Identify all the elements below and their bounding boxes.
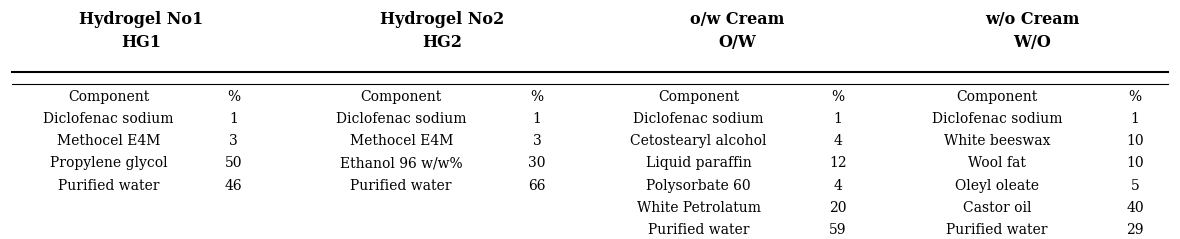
Text: Propylene glycol: Propylene glycol xyxy=(50,157,168,170)
Text: %: % xyxy=(831,90,845,104)
Text: 3: 3 xyxy=(532,134,542,148)
Text: 1: 1 xyxy=(229,112,238,126)
Text: 10: 10 xyxy=(1127,134,1143,148)
Text: Oleyl oleate: Oleyl oleate xyxy=(955,179,1040,193)
Text: Liquid paraffin: Liquid paraffin xyxy=(645,157,752,170)
Text: Component: Component xyxy=(658,90,739,104)
Text: 4: 4 xyxy=(833,134,843,148)
Text: Purified water: Purified water xyxy=(58,179,159,193)
Text: o/w Cream
O/W: o/w Cream O/W xyxy=(690,11,785,51)
Text: w/o Cream
W/O: w/o Cream W/O xyxy=(985,11,1080,51)
Text: Ethanol 96 w/w%: Ethanol 96 w/w% xyxy=(340,157,463,170)
Text: 30: 30 xyxy=(529,157,545,170)
Text: Wool fat: Wool fat xyxy=(968,157,1027,170)
Text: 12: 12 xyxy=(830,157,846,170)
Text: 1: 1 xyxy=(1130,112,1140,126)
Text: 29: 29 xyxy=(1127,223,1143,237)
Text: Purified water: Purified water xyxy=(946,223,1048,237)
Text: 66: 66 xyxy=(529,179,545,193)
Text: Diclofenac sodium: Diclofenac sodium xyxy=(634,112,763,126)
Text: White beeswax: White beeswax xyxy=(944,134,1050,148)
Text: %: % xyxy=(530,90,544,104)
Text: 20: 20 xyxy=(830,201,846,215)
Text: Component: Component xyxy=(68,90,149,104)
Text: Cetostearyl alcohol: Cetostearyl alcohol xyxy=(630,134,767,148)
Text: Methocel E4M: Methocel E4M xyxy=(57,134,160,148)
Text: Polysorbate 60: Polysorbate 60 xyxy=(647,179,750,193)
Text: Component: Component xyxy=(361,90,441,104)
Text: Diclofenac sodium: Diclofenac sodium xyxy=(44,112,173,126)
Text: Diclofenac sodium: Diclofenac sodium xyxy=(932,112,1062,126)
Text: White Petrolatum: White Petrolatum xyxy=(636,201,761,215)
Text: Diclofenac sodium: Diclofenac sodium xyxy=(336,112,466,126)
Text: Purified water: Purified water xyxy=(648,223,749,237)
Text: 5: 5 xyxy=(1130,179,1140,193)
Text: 46: 46 xyxy=(225,179,242,193)
Text: %: % xyxy=(1128,90,1142,104)
Text: Component: Component xyxy=(957,90,1037,104)
Text: 40: 40 xyxy=(1127,201,1143,215)
Text: 3: 3 xyxy=(229,134,238,148)
Text: Methocel E4M: Methocel E4M xyxy=(349,134,453,148)
Text: 4: 4 xyxy=(833,179,843,193)
Text: 1: 1 xyxy=(532,112,542,126)
Text: Hydrogel No2
HG2: Hydrogel No2 HG2 xyxy=(380,11,505,51)
Text: Hydrogel No1
HG1: Hydrogel No1 HG1 xyxy=(79,11,204,51)
Text: 1: 1 xyxy=(833,112,843,126)
Text: Purified water: Purified water xyxy=(350,179,452,193)
Text: Castor oil: Castor oil xyxy=(963,201,1031,215)
Text: 10: 10 xyxy=(1127,157,1143,170)
Text: 50: 50 xyxy=(225,157,242,170)
Text: 59: 59 xyxy=(830,223,846,237)
Text: %: % xyxy=(227,90,241,104)
